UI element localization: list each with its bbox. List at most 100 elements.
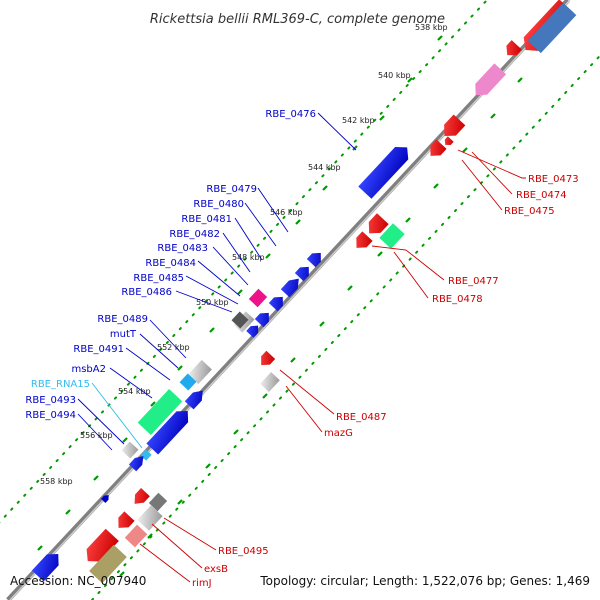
leader-line [234, 217, 263, 261]
gene-label-RBE_0478[interactable]: RBE_0478 [432, 294, 483, 305]
tick-label: 542 kbp [342, 116, 375, 125]
tick-track-inner [0, 0, 488, 524]
gene-olive[interactable] [89, 544, 127, 584]
gene-RBE_0477a[interactable] [363, 213, 389, 239]
leader-line [197, 260, 241, 297]
gene-RBE_0475[interactable] [442, 136, 454, 147]
tick-mark [347, 285, 353, 291]
tick-mark [352, 145, 358, 151]
gene-RBE_0489[interactable] [188, 359, 212, 385]
gene-label-RBE_0489[interactable]: RBE_0489 [97, 314, 148, 325]
gene-RBE_0495c[interactable] [130, 488, 150, 508]
tick-mark [122, 437, 128, 443]
gene-label-RBE_0475[interactable]: RBE_0475 [504, 206, 555, 217]
gene-label-RBE_0473[interactable]: RBE_0473 [528, 174, 579, 185]
gene-feature-magenta[interactable] [248, 288, 268, 308]
gene-RBE_0478[interactable] [379, 223, 405, 249]
leader-line [212, 246, 249, 286]
gene-label-RBE_0474[interactable]: RBE_0474 [516, 190, 567, 201]
gene-label-mutT[interactable]: mutT [110, 329, 137, 340]
gene-label-msbA2[interactable]: msbA2 [71, 364, 106, 375]
tick-label: 548 kbp [232, 253, 265, 262]
gene-small-forward[interactable] [101, 493, 111, 503]
label-leader-lines [77, 112, 526, 583]
gene-RBE_0479[interactable] [306, 249, 325, 268]
gene-label-RBE_0480[interactable]: RBE_0480 [193, 199, 244, 210]
leader-line [139, 543, 191, 583]
tick-mark [379, 115, 385, 121]
tick-mark [150, 401, 156, 407]
gene-label-RBE_0481[interactable]: RBE_0481 [181, 214, 232, 225]
gene-label-rimJ[interactable]: rimJ [192, 578, 212, 589]
tick-mark [237, 289, 243, 295]
tick-mark [290, 357, 296, 363]
gene-label-RBE_0483[interactable]: RBE_0483 [157, 243, 208, 254]
leader-line [151, 523, 203, 569]
gene-label-RBE_RNA15[interactable]: RBE_RNA15 [31, 379, 90, 390]
gene-RBE_0480[interactable] [294, 263, 313, 282]
gene-label-mazG[interactable]: mazG [324, 428, 353, 439]
gene-exsB-pink[interactable] [124, 524, 148, 548]
tick-mark [433, 183, 439, 189]
genome-backbone [6, 0, 570, 600]
gene-rimJ[interactable] [81, 528, 119, 568]
gene-RBE_0483[interactable] [254, 309, 273, 328]
tick-mark [177, 365, 183, 371]
tick-labels: 538 kbp 540 kbp 542 kbp 544 kbp 546 kbp 548 k… [40, 23, 448, 486]
tick-label: 554 kbp [118, 387, 151, 396]
gene-mazG[interactable] [260, 372, 280, 392]
gene-RBE_0495a[interactable] [148, 492, 168, 512]
gene-label-RBE_0487[interactable]: RBE_0487 [336, 412, 387, 423]
gene-label-RBE_0493[interactable]: RBE_0493 [25, 395, 76, 406]
gene-RBE_0493[interactable] [121, 441, 139, 459]
tick-mark [517, 77, 523, 83]
leader-line [139, 333, 179, 369]
leader-line [461, 159, 503, 211]
summary-text: Topology: circular; Length: 1,522,076 bp… [259, 574, 590, 588]
gene-bottom-forward[interactable] [31, 549, 64, 582]
gene-msbA2[interactable] [137, 389, 183, 435]
gene-exsB[interactable] [113, 511, 135, 532]
gene-label-RBE_0482[interactable]: RBE_0482 [169, 229, 220, 240]
tick-label: 546 kbp [270, 208, 303, 217]
gene-label-exsB[interactable]: exsB [204, 564, 228, 575]
tick-mark [205, 463, 211, 469]
gene-label-RBE_0484[interactable]: RBE_0484 [145, 258, 196, 269]
gene-msbA2b[interactable] [146, 406, 193, 455]
gene-RBE_0476[interactable] [358, 141, 413, 199]
tick-label: 544 kbp [308, 163, 341, 172]
gene-top-steel[interactable] [527, 2, 577, 54]
gene-RBE_0481[interactable] [280, 275, 303, 298]
gene-RBE_0486[interactable] [231, 311, 249, 329]
gene-RBE_0494[interactable] [128, 453, 147, 472]
leader-line [77, 398, 125, 445]
leader-line [109, 367, 153, 399]
gene-pink[interactable] [470, 63, 507, 100]
gene-RBE_0474[interactable] [425, 139, 447, 160]
gene-mutT[interactable] [179, 373, 197, 391]
gene-label-RBE_0491[interactable]: RBE_0491 [73, 344, 124, 355]
gene-label-RBE_0486[interactable]: RBE_0486 [121, 287, 172, 298]
tick-label: 538 kbp [415, 23, 448, 32]
tick-mark [295, 219, 301, 225]
gene-RBE_0477b[interactable] [351, 231, 373, 252]
tick-mark [377, 251, 383, 257]
gene-RBE_0484[interactable] [246, 322, 261, 338]
gene-RBE_0473[interactable] [439, 114, 466, 141]
gene-RBE_0491[interactable] [184, 387, 207, 410]
leader-line [244, 202, 277, 247]
tick-label: 550 kbp [196, 298, 229, 307]
gene-label-RBE_0477[interactable]: RBE_0477 [448, 276, 499, 287]
gene-label-RBE_0485[interactable]: RBE_0485 [133, 273, 184, 284]
gene-label-RBE_0479[interactable]: RBE_0479 [206, 184, 257, 195]
gene-RBE_0495b[interactable] [137, 505, 163, 531]
gene-RBE_0482[interactable] [268, 293, 287, 312]
leader-line [222, 232, 251, 273]
gene-label-RBE_0495[interactable]: RBE_0495 [218, 546, 269, 557]
gene-label-RBE_0476[interactable]: RBE_0476 [265, 109, 316, 120]
gene-RBE_0472[interactable] [502, 40, 522, 60]
gene-RBE_0487[interactable] [257, 350, 276, 369]
leader-line [285, 385, 323, 433]
gene-label-RBE_0494[interactable]: RBE_0494 [25, 410, 76, 421]
